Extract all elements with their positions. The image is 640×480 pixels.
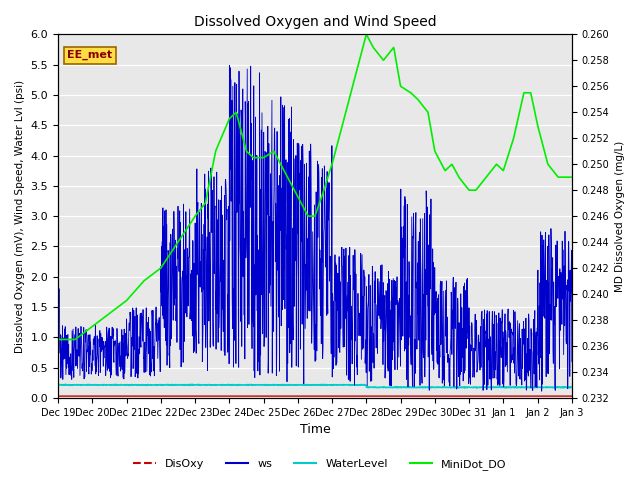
Legend: DisOxy, ws, WaterLevel, MiniDot_DO: DisOxy, ws, WaterLevel, MiniDot_DO — [129, 455, 511, 474]
Y-axis label: MD Dissolved Oxygen (mg/L): MD Dissolved Oxygen (mg/L) — [615, 141, 625, 292]
Y-axis label: Dissolved Oxygen (mV), Wind Speed, Water Lvl (psi): Dissolved Oxygen (mV), Wind Speed, Water… — [15, 80, 25, 353]
X-axis label: Time: Time — [300, 423, 330, 436]
Title: Dissolved Oxygen and Wind Speed: Dissolved Oxygen and Wind Speed — [194, 15, 436, 29]
Text: EE_met: EE_met — [67, 50, 113, 60]
